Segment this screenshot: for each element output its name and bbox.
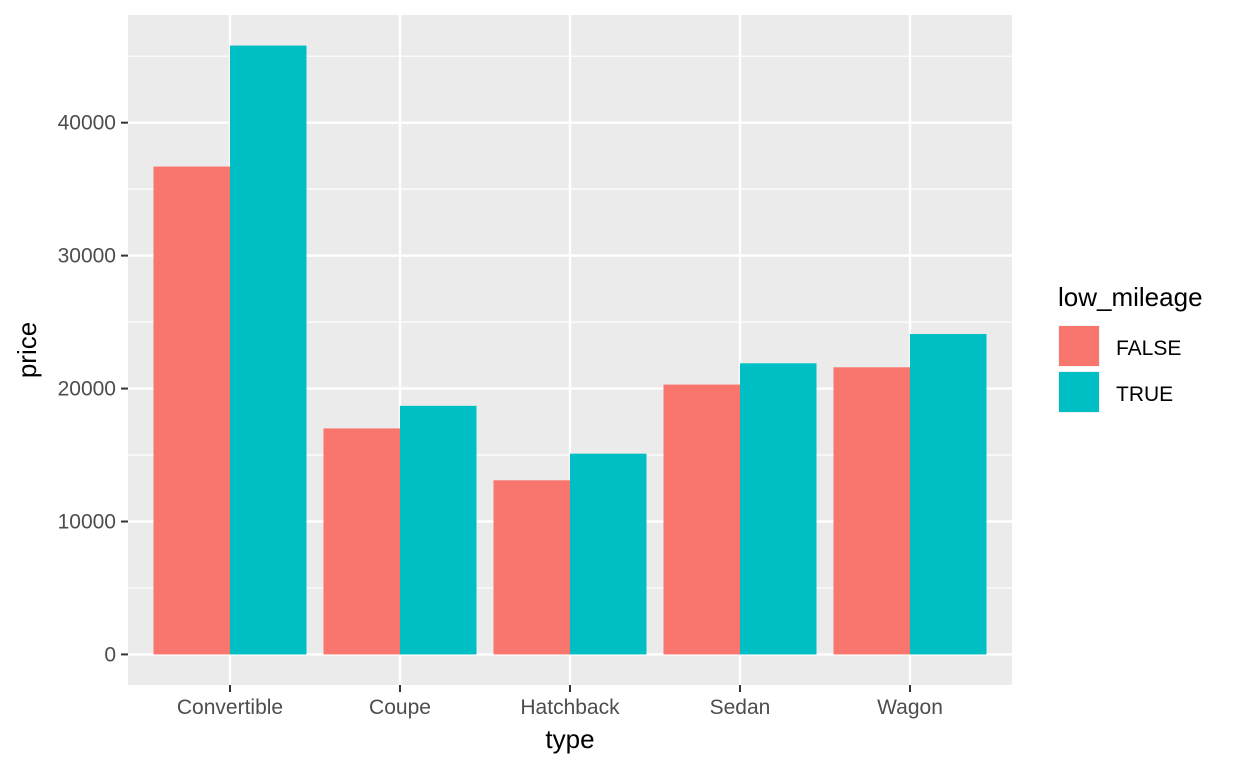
bars <box>153 45 987 655</box>
bar-sedan-true <box>740 363 817 655</box>
x-axis-title: type <box>545 724 594 754</box>
legend-label-false: FALSE <box>1116 337 1181 360</box>
legend: low_mileage FALSE TRUE <box>1058 282 1203 413</box>
x-tick-label: Sedan <box>710 696 771 719</box>
bar-hatchback-false <box>493 480 570 655</box>
legend-title: low_mileage <box>1058 282 1203 312</box>
legend-swatch-true <box>1059 372 1099 412</box>
y-tick-label: 30000 <box>58 245 116 268</box>
y-axis: 0 10000 20000 30000 40000 <box>58 112 128 666</box>
y-tick-label: 20000 <box>58 378 116 401</box>
bar-sedan-false <box>663 384 740 655</box>
x-tick-label: Hatchback <box>520 696 620 719</box>
y-tick-label: 40000 <box>58 112 116 135</box>
y-axis-title: price <box>12 322 42 378</box>
x-tick-label: Wagon <box>877 696 943 719</box>
bar-hatchback-true <box>570 453 647 655</box>
x-tick-label: Convertible <box>177 696 283 719</box>
x-tick-label: Coupe <box>369 696 431 719</box>
bar-wagon-true <box>910 334 987 655</box>
bar-convertible-true <box>230 45 307 655</box>
y-tick-label: 10000 <box>58 510 116 533</box>
legend-item-false: FALSE <box>1058 325 1181 367</box>
x-axis: Convertible Coupe Hatchback Sedan Wagon <box>177 685 943 719</box>
legend-swatch-false <box>1059 326 1099 366</box>
bar-wagon-false <box>833 367 910 655</box>
legend-label-true: TRUE <box>1116 383 1173 406</box>
bar-coupe-false <box>323 428 400 655</box>
legend-item-true: TRUE <box>1058 371 1173 413</box>
bar-convertible-false <box>153 166 230 655</box>
bar-coupe-true <box>400 405 477 655</box>
y-tick-label: 0 <box>104 643 116 666</box>
